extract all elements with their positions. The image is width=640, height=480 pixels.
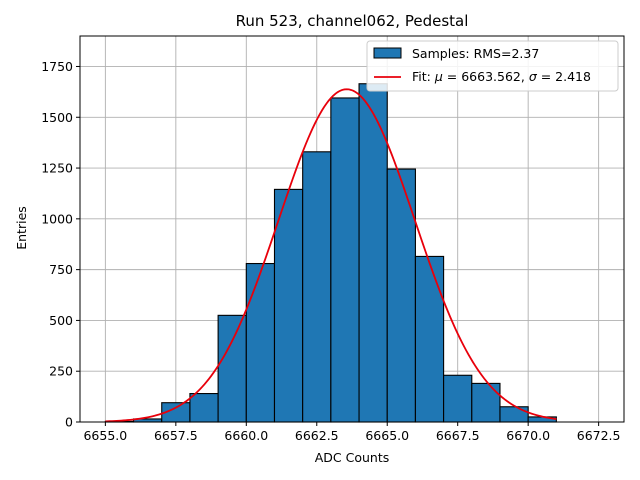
histogram-bar (245, 262, 276, 423)
bars-layer (104, 83, 557, 423)
y-tick-label: 1500 (41, 110, 73, 125)
y-tick-label: 250 (49, 364, 73, 379)
chart-title: Run 523, channel062, Pedestal (236, 12, 469, 30)
y-tick-label: 500 (49, 313, 73, 328)
y-tick-label: 750 (49, 262, 73, 277)
histogram-bar (499, 406, 529, 423)
histogram-bar (471, 382, 501, 423)
histogram-bar (414, 255, 445, 423)
x-axis-label: ADC Counts (315, 450, 390, 465)
y-tick-label: 1750 (41, 59, 73, 74)
legend-fit-label: Fit: μ = 6663.562, σ = 2.418 (412, 69, 591, 84)
ticks-layer: 6655.0 6657.5 6660.0 6662.5 6665.0 6667.5 6670… (41, 59, 620, 443)
legend-sigma-symbol: σ (529, 69, 538, 84)
legend-mu-value: = 6663.562, (443, 69, 529, 84)
x-tick-label: 6657.5 (154, 428, 198, 443)
legend: Samples: RMS=2.37 Fit: μ = 6663.562, σ =… (366, 40, 619, 92)
y-tick-label: 0 (65, 415, 73, 430)
histogram-bar (189, 393, 219, 423)
x-tick-label: 6660.0 (224, 428, 268, 443)
y-tick-label: 1000 (41, 211, 73, 226)
legend-mu-symbol: μ (434, 69, 443, 84)
x-tick-label: 6672.5 (577, 428, 621, 443)
y-tick-label: 1250 (41, 161, 73, 176)
x-tick-label: 6670.0 (506, 428, 550, 443)
x-tick-label: 6665.0 (365, 428, 409, 443)
legend-sigma-value: = 2.418 (537, 69, 591, 84)
histogram-bar (217, 314, 247, 423)
legend-fit-prefix: Fit: (412, 69, 435, 84)
x-tick-label: 6662.5 (295, 428, 339, 443)
legend-box (366, 40, 619, 92)
gaussian-fit-line (105, 88, 557, 423)
plot-frame (79, 35, 625, 423)
histogram-bar (443, 374, 473, 423)
x-tick-label: 6667.5 (436, 428, 480, 443)
fit-layer (105, 88, 557, 423)
y-axis-label: Entries (14, 206, 29, 250)
histogram-bar (302, 151, 332, 423)
histogram-bar (330, 97, 360, 423)
histogram-bar (273, 188, 304, 423)
x-tick-label: 6655.0 (83, 428, 127, 443)
legend-samples-swatch (373, 47, 402, 59)
legend-samples-label: Samples: RMS=2.37 (412, 46, 539, 61)
